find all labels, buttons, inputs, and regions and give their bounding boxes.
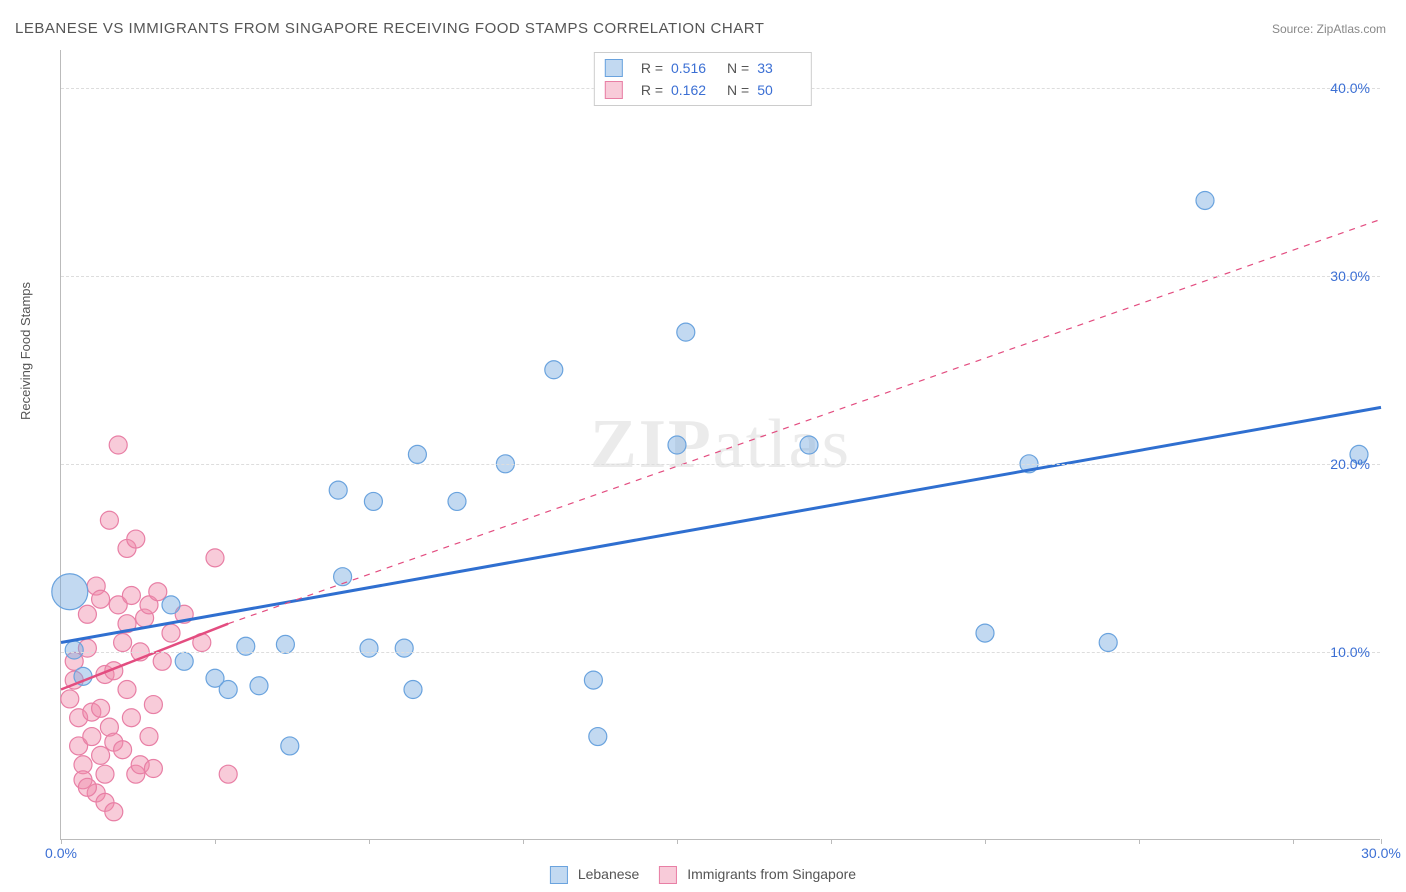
stats-legend: R = 0.516 N = 33 R = 0.162 N = 50 — [594, 52, 812, 106]
stat-n-label: N = — [727, 82, 749, 98]
stat-n-label: N = — [727, 60, 749, 76]
stat-n-singapore: 50 — [757, 82, 801, 98]
chart-svg — [61, 50, 1380, 839]
legend-item-lebanese: Lebanese — [550, 866, 639, 884]
stat-n-lebanese: 33 — [757, 60, 801, 76]
legend-swatch-lebanese — [605, 59, 623, 77]
y-tick-label: 40.0% — [1330, 80, 1370, 96]
source-attribution: Source: ZipAtlas.com — [1272, 22, 1386, 36]
stat-r-lebanese: 0.516 — [671, 60, 715, 76]
y-axis-label: Receiving Food Stamps — [18, 282, 33, 420]
legend-swatch-singapore — [659, 866, 677, 884]
stat-r-singapore: 0.162 — [671, 82, 715, 98]
y-tick-label: 20.0% — [1330, 456, 1370, 472]
stats-row-singapore: R = 0.162 N = 50 — [605, 79, 801, 101]
stat-r-label: R = — [641, 60, 663, 76]
legend-swatch-lebanese — [550, 866, 568, 884]
chart-title: LEBANESE VS IMMIGRANTS FROM SINGAPORE RE… — [15, 20, 764, 37]
y-tick-label: 30.0% — [1330, 268, 1370, 284]
legend-item-singapore: Immigrants from Singapore — [659, 866, 856, 884]
plot-area: ZIPatlas 10.0%20.0%30.0%40.0%0.0%30.0% — [60, 50, 1380, 840]
y-tick-label: 10.0% — [1330, 644, 1370, 660]
legend-label-singapore: Immigrants from Singapore — [687, 866, 856, 882]
legend-swatch-singapore — [605, 81, 623, 99]
legend-label-lebanese: Lebanese — [578, 866, 640, 882]
stat-r-label: R = — [641, 82, 663, 98]
x-tick-label: 0.0% — [45, 845, 77, 861]
stats-row-lebanese: R = 0.516 N = 33 — [605, 57, 801, 79]
x-tick-label: 30.0% — [1361, 845, 1401, 861]
series-legend: Lebanese Immigrants from Singapore — [550, 866, 856, 884]
